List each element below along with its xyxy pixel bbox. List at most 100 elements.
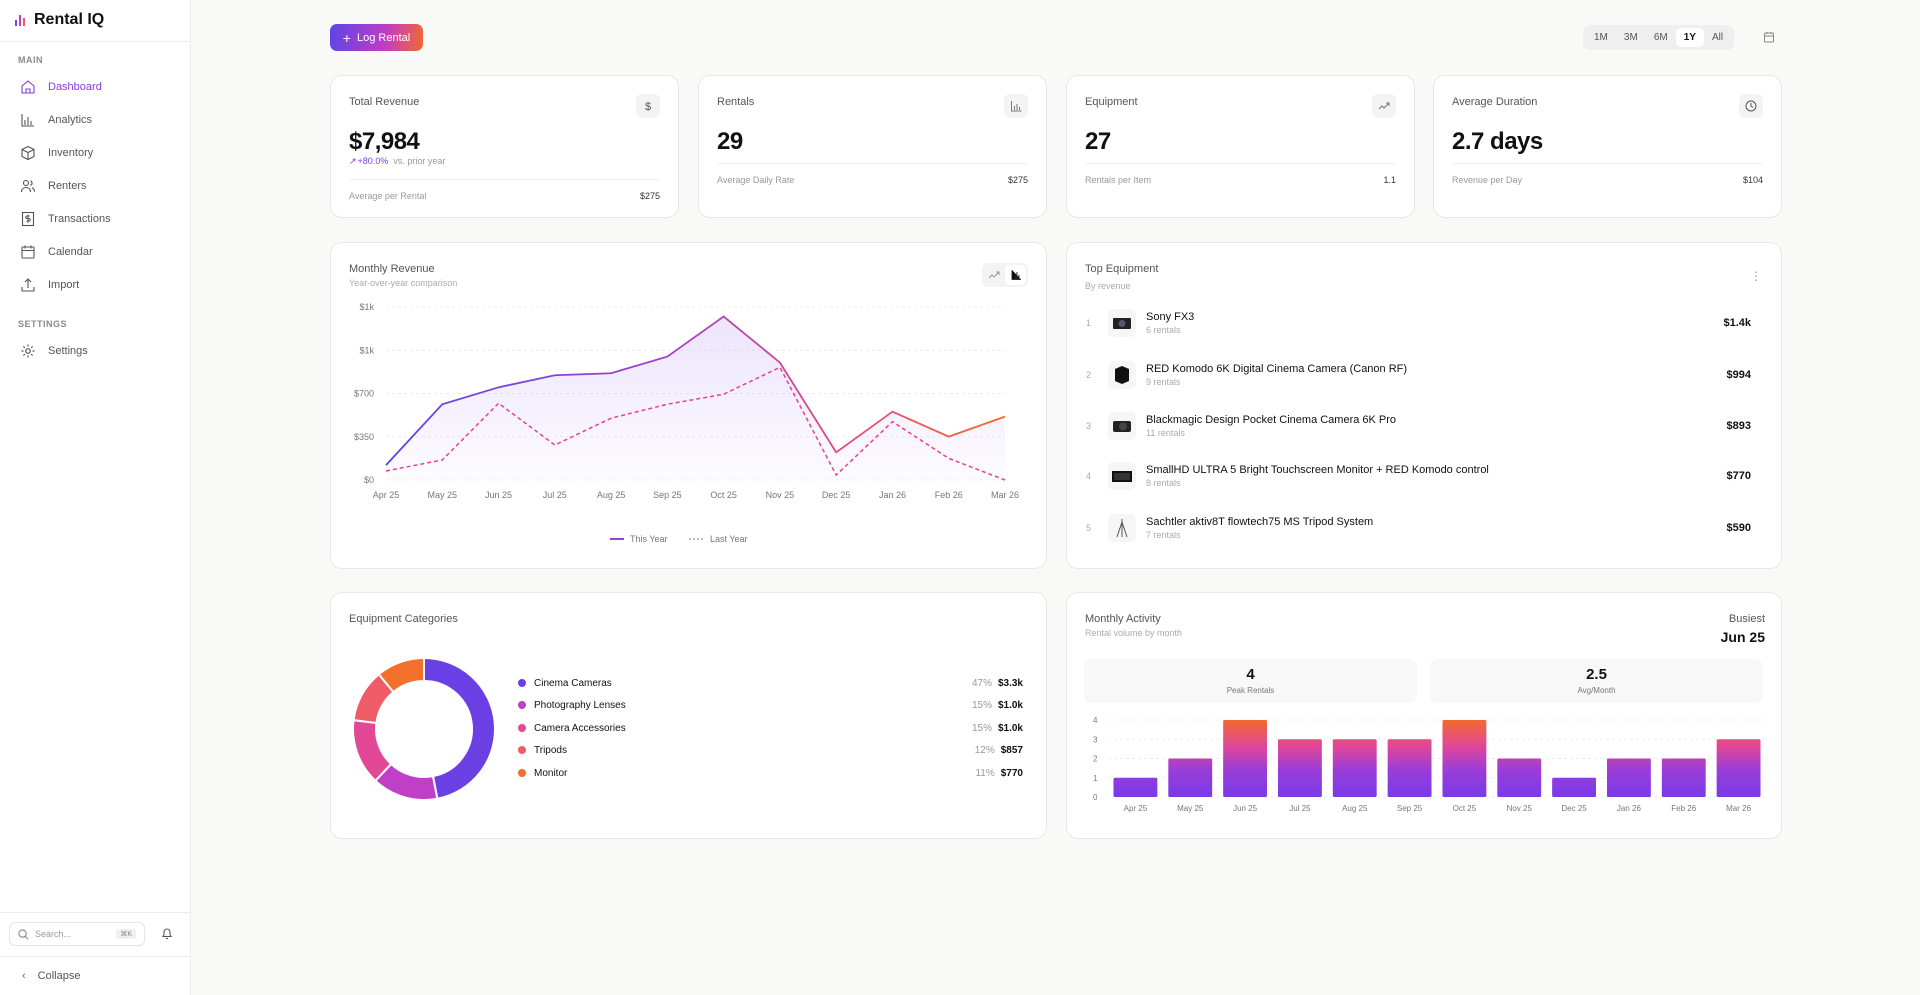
sidebar-item-settings[interactable]: Settings (20, 337, 180, 365)
x-tick-label: Mar 26 (991, 490, 1019, 500)
sidebar-item-transactions[interactable]: Transactions (20, 205, 180, 233)
range-option-3m[interactable]: 3M (1623, 32, 1638, 43)
category-value: $857 (1000, 744, 1023, 756)
busiest-value: Jun 25 (1720, 629, 1765, 645)
log-rental-button[interactable]: + Log Rental (330, 24, 423, 51)
x-tick-label: Oct 25 (710, 490, 737, 500)
equipment-name: Blackmagic Design Pocket Cinema Camera 6… (1146, 414, 1397, 426)
category-percent: 15% (971, 722, 992, 734)
stat-value: 2.5 (1586, 666, 1607, 683)
equipment-list-item[interactable]: 1 Sony FX3 6 rentals $1.4k (1086, 303, 1751, 343)
equipment-name: SmallHD ULTRA 5 Bright Touchscreen Monit… (1146, 464, 1489, 476)
users-icon (20, 179, 36, 193)
equipment-revenue: $1.4k (1723, 317, 1751, 329)
calendar-icon[interactable] (1763, 31, 1775, 43)
category-percent: 12% (974, 744, 995, 756)
kpi-value: $7,984 (349, 128, 420, 155)
category-value: $3.3k (997, 677, 1023, 689)
divider (1452, 163, 1763, 164)
more-options-icon[interactable]: ⋮ (1750, 269, 1762, 283)
kpi-card-equipment: Equipment 27 Rentals per Item 1.1 (1066, 75, 1415, 218)
footer-value: 1.1 (1383, 175, 1396, 185)
card-subtitle: By revenue (1085, 281, 1131, 291)
search-icon (18, 928, 29, 939)
range-option-1m[interactable]: 1M (1594, 32, 1608, 43)
bar-jan-26[interactable] (1606, 758, 1651, 798)
range-option-all[interactable]: All (1711, 32, 1724, 43)
x-tick-label: Nov 25 (1507, 804, 1533, 813)
y-tick-label: $350 (354, 432, 374, 442)
sidebar-item-calendar[interactable]: Calendar (20, 238, 180, 266)
bar-dec-25[interactable] (1552, 777, 1597, 797)
category-name: Camera Accessories (534, 722, 626, 734)
donut-slice-cinema-cameras[interactable] (423, 656, 496, 800)
calendar-icon (21, 245, 35, 259)
bar-mar-26[interactable] (1716, 739, 1761, 797)
donut-slice-monitor[interactable] (377, 656, 425, 694)
footer-label: Average Daily Rate (717, 175, 795, 185)
bar-aug-25[interactable] (1332, 739, 1377, 797)
card-title: Top Equipment (1085, 263, 1159, 275)
x-tick-label: Jun 25 (485, 490, 512, 500)
equipment-image-icon (1112, 471, 1132, 482)
range-option-6m[interactable]: 6M (1653, 32, 1668, 43)
sidebar-item-import[interactable]: Import (20, 271, 180, 299)
x-tick-label: May 25 (1177, 804, 1204, 813)
bar-jun-25[interactable] (1223, 720, 1268, 797)
equipment-list-item[interactable]: 2 RED Komodo 6K Digital Cinema Camera (Ca… (1086, 355, 1751, 395)
app-logo[interactable]: Rental IQ (14, 11, 104, 29)
x-tick-label: Jan 26 (1617, 804, 1642, 813)
revenue-line-chart: $0 $350 $700 $1k $1k Apr 25 May 25 Jun 25 Jul 25… (354, 302, 1019, 544)
category-name: Monitor (534, 767, 568, 779)
sidebar-item-label: Import (48, 279, 80, 291)
sidebar-item-dashboard[interactable]: Dashboard (20, 73, 180, 101)
bar-apr-25[interactable] (1113, 777, 1158, 797)
sidebar-item-label: Renters (48, 180, 87, 192)
avg-month-stat: 2.5 Avg/Month (1430, 659, 1763, 703)
x-tick-label: Jan 26 (879, 490, 906, 500)
bar-nov-25[interactable] (1497, 758, 1542, 798)
kpi-footer: Revenue per Day $104 (1452, 175, 1763, 185)
divider (0, 41, 191, 42)
bell-icon[interactable] (161, 927, 173, 940)
sidebar-item-inventory[interactable]: Inventory (20, 139, 180, 167)
x-tick-label: Apr 25 (373, 490, 400, 500)
collapse-button[interactable]: ‹ Collapse (22, 962, 182, 990)
bar-feb-26[interactable] (1661, 758, 1706, 798)
range-option-1y[interactable]: 1Y (1675, 28, 1704, 47)
kpi-icon-badge (1739, 94, 1763, 118)
sidebar-item-renters[interactable]: Renters (20, 172, 180, 200)
divider (0, 956, 191, 957)
sidebar-item-label: Analytics (48, 114, 93, 126)
equipment-list-item[interactable]: 4 SmallHD ULTRA 5 Bright Touchscreen Moni… (1086, 456, 1751, 496)
equipment-rentals: 11 rentals (1146, 428, 1185, 438)
footer-label: Revenue per Day (1452, 175, 1523, 185)
bar-chart-icon (21, 114, 34, 127)
monthly-activity-card: Monthly Activity Rental volume by month … (1066, 592, 1782, 839)
bar-may-25[interactable] (1168, 758, 1213, 798)
equipment-thumbnail (1108, 361, 1136, 389)
search-placeholder: Search... (35, 929, 72, 939)
y-tick-label: $1k (359, 302, 374, 312)
series-line-this-year (385, 315, 1006, 466)
card-title: Equipment Categories (349, 613, 458, 625)
line-chart-toggle[interactable] (984, 265, 1005, 285)
bar-oct-25[interactable] (1442, 720, 1487, 797)
bar-chart-toggle[interactable] (1005, 265, 1026, 285)
bar-jul-25[interactable] (1277, 739, 1322, 797)
equipment-list-item[interactable]: 5 Sachtler aktiv8T flowtech75 MS Tripod S… (1086, 508, 1751, 548)
legend-label-last-year: Last Year (710, 534, 748, 544)
x-tick-label: Apr 25 (1124, 804, 1148, 813)
plus-icon: + (342, 29, 351, 46)
bar-sep-25[interactable] (1387, 739, 1432, 797)
bar-chart-icon (1011, 101, 1022, 112)
sidebar-item-label: Calendar (48, 246, 93, 258)
section-label-main: MAIN (18, 55, 43, 65)
y-tick-label: 3 (1093, 735, 1098, 744)
sidebar-item-analytics[interactable]: Analytics (20, 106, 180, 134)
search-input[interactable]: Search... ⌘K (9, 922, 145, 946)
equipment-list-item[interactable]: 3 Blackmagic Design Pocket Cinema Camera … (1086, 406, 1751, 446)
equipment-name: RED Komodo 6K Digital Cinema Camera (Can… (1146, 363, 1408, 375)
kpi-card-average-duration: Average Duration 2.7 days Revenue per Da… (1433, 75, 1782, 218)
chevron-left-icon: ‹ (22, 970, 26, 982)
